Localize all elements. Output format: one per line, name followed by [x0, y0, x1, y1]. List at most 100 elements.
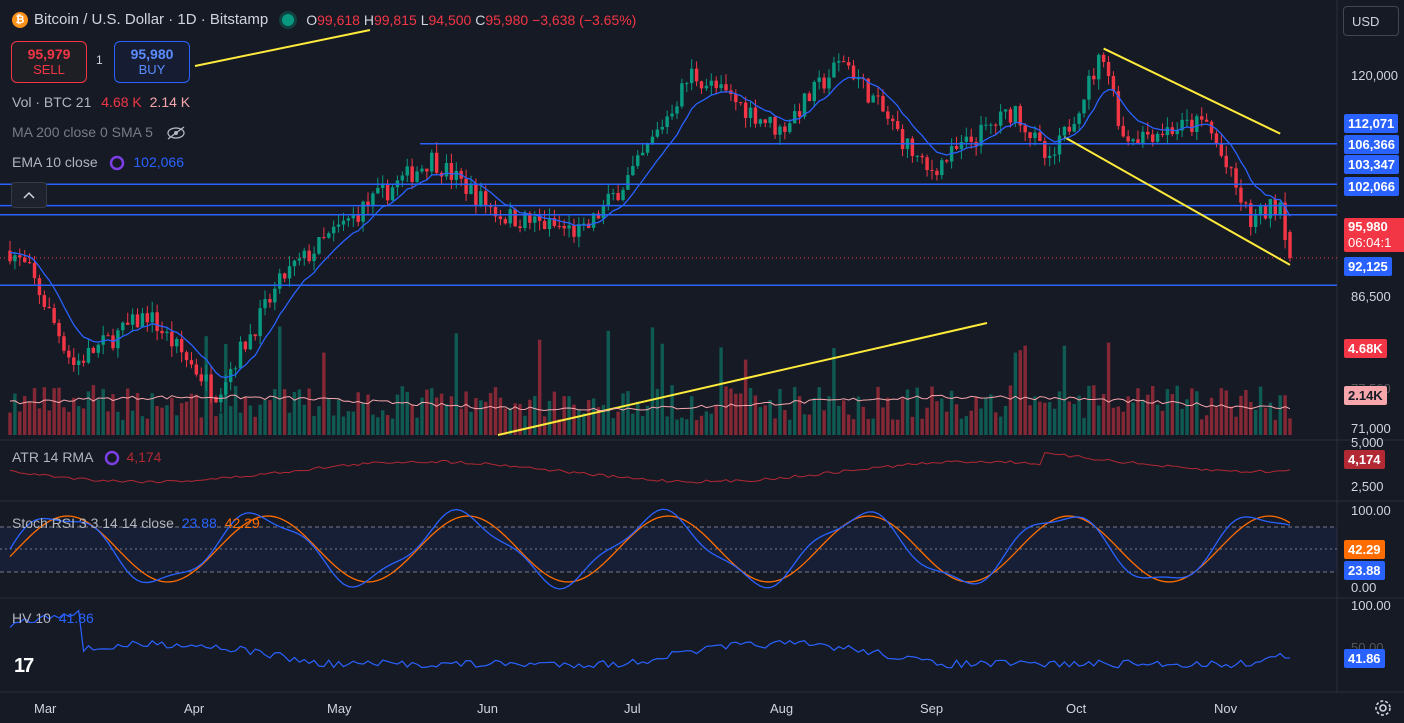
volume-bar [1146, 394, 1150, 435]
volume-bar [430, 388, 434, 435]
hv-legend[interactable]: HV 10 41.86 [12, 610, 94, 626]
candle-body [415, 171, 419, 182]
volume-bar [1136, 388, 1140, 435]
candle-body [1101, 54, 1106, 62]
candle-body [243, 341, 248, 350]
volume-bar [400, 386, 405, 435]
eye-hidden-icon[interactable] [165, 126, 187, 140]
volume-bar [827, 396, 831, 435]
volume-bar [1062, 345, 1067, 435]
month-may: May [327, 701, 352, 716]
candle-body [1200, 116, 1204, 120]
candle-body [322, 237, 326, 239]
volume-bar [660, 343, 664, 435]
candle-body [675, 106, 679, 114]
volume-bar [1013, 352, 1018, 435]
candle-body [1283, 202, 1287, 240]
volume-bar [1150, 386, 1155, 435]
volume-bar [1249, 401, 1253, 435]
ema-legend[interactable]: EMA 10 close 102,066 [12, 154, 184, 172]
volume-bar [518, 403, 522, 435]
candle-body [792, 111, 797, 124]
buy-button[interactable]: 95,980 BUY [114, 41, 190, 83]
candle-body [1268, 199, 1273, 219]
stoch-tick-100: 100.00 [1351, 503, 1391, 518]
candle-body [778, 126, 782, 135]
order-quantity[interactable]: 1 [96, 53, 103, 67]
candle-body [292, 260, 297, 267]
volume-bar [228, 406, 233, 435]
atr-legend[interactable]: ATR 14 RMA 4,174 [12, 449, 161, 467]
candle-body [1087, 75, 1091, 100]
trend-lines[interactable] [194, 29, 1291, 436]
volume-bar [513, 403, 517, 435]
candle-body [469, 184, 473, 194]
volume-bar [552, 391, 557, 435]
volume-bar [351, 411, 356, 435]
ema-value: 102,066 [133, 154, 184, 170]
volume-bar [1141, 400, 1145, 435]
volume-bar [469, 411, 473, 435]
volume-value-a: 4.68 K [101, 94, 142, 110]
stoch-legend[interactable]: Stoch RSI 3 3 14 14 close 23.88 42.29 [12, 515, 260, 531]
volume-bar [758, 407, 763, 435]
volume-bar [949, 390, 954, 435]
volume-bar [72, 397, 76, 435]
volume-bar [665, 416, 669, 435]
candle-body [1141, 131, 1145, 143]
hv-line [9, 609, 1291, 669]
gear-icon[interactable] [1372, 697, 1394, 719]
volume-bar [636, 401, 640, 435]
atr-tick-2500: 2,500 [1351, 479, 1384, 494]
candle-body [895, 121, 900, 130]
candle-body [1258, 205, 1263, 216]
level-tag-106366: 106,366 [1344, 135, 1399, 154]
candle-body [130, 314, 135, 325]
volume-bar [1126, 396, 1130, 435]
atr-settings-icon[interactable] [103, 449, 121, 467]
price-tick-120000: 120,000 [1351, 68, 1398, 83]
symbol-legend[interactable]: ₿ Bitcoin / U.S. Dollar · 1D · Bitstamp … [12, 11, 636, 28]
candle-body [1018, 106, 1022, 126]
buy-price: 95,980 [130, 46, 174, 62]
candle-body [846, 62, 851, 66]
volume-bar [439, 393, 444, 435]
stoch-k-value: 23.88 [181, 515, 217, 531]
month-aug: Aug [770, 701, 794, 716]
collapse-legend-button[interactable] [11, 182, 47, 208]
candle-body [753, 107, 758, 124]
horizontal-levels[interactable] [0, 143, 1337, 286]
volume-bar [719, 347, 723, 435]
candle-body [366, 201, 370, 207]
volume-bar [837, 405, 841, 435]
candle-body [503, 219, 508, 224]
month-jul: Jul [624, 701, 641, 716]
volume-bar [871, 418, 875, 435]
volume-bar [964, 416, 969, 435]
volume-bar [331, 415, 336, 435]
volume-bar [371, 414, 375, 435]
candle-body [224, 382, 228, 395]
volume-bar [562, 396, 566, 435]
candle-body [537, 216, 542, 221]
volume-legend[interactable]: Vol · BTC 21 4.68 K 2.14 K [12, 94, 190, 110]
candle-body [1253, 215, 1258, 228]
volume-bar [925, 407, 929, 435]
volume-bar [626, 391, 630, 435]
candle-body [8, 250, 12, 262]
ema-settings-icon[interactable] [108, 154, 126, 172]
ma-legend[interactable]: MA 200 close 0 SMA 5 [12, 124, 187, 140]
candle-body [331, 226, 336, 234]
sell-button[interactable]: 95,979 SELL [11, 41, 87, 83]
tradingview-logo[interactable]: 17 [14, 655, 34, 677]
volume-bar [312, 415, 316, 435]
volume-bar [101, 389, 105, 435]
candle-body [1121, 125, 1125, 137]
candle-body [1038, 132, 1042, 142]
currency-button[interactable]: USD [1343, 6, 1399, 36]
candle-body [616, 193, 620, 201]
volume-bar [209, 394, 213, 435]
volume-bar [1209, 397, 1214, 435]
candle-body [557, 225, 561, 227]
